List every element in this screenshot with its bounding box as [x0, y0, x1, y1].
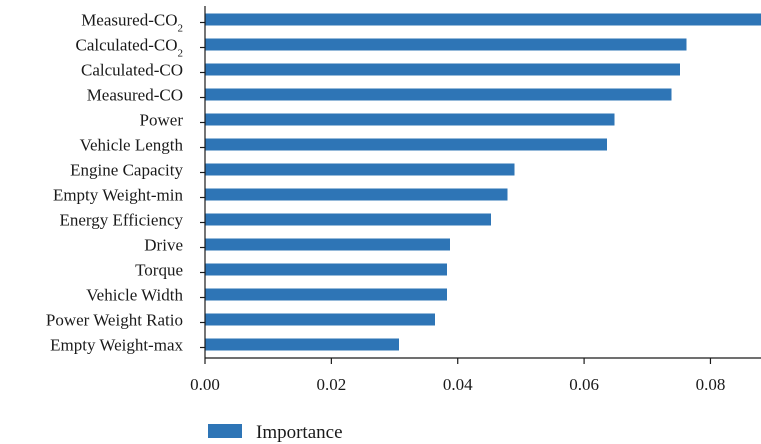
x-tick-label-1: 0.02 [316, 375, 346, 394]
category-label-1: Calculated-CO2 [76, 36, 183, 60]
bar-0 [205, 13, 761, 26]
bars-layer [205, 13, 761, 351]
bar-11 [205, 288, 447, 301]
legend-label-importance: Importance [256, 422, 343, 443]
legend: Importance [208, 422, 343, 443]
legend-swatch-importance [208, 424, 242, 438]
bar-4 [205, 113, 615, 126]
category-labels: Measured-CO2Calculated-CO2Calculated-COM… [46, 11, 184, 355]
category-label-main: Power Weight Ratio [46, 311, 183, 330]
category-label-main: Measured-CO [87, 86, 183, 105]
category-label-main: Vehicle Length [80, 136, 184, 155]
category-label-main: Drive [144, 236, 183, 255]
category-label-main: Empty Weight-max [50, 336, 183, 355]
category-label-main: Empty Weight-min [53, 186, 184, 205]
bar-6 [205, 163, 515, 176]
x-tick-label-2: 0.04 [443, 375, 473, 394]
category-label-3: Measured-CO [87, 86, 183, 105]
category-label-11: Vehicle Width [86, 286, 183, 305]
category-label-subscript: 2 [178, 23, 184, 35]
bar-7 [205, 188, 508, 201]
bar-13 [205, 338, 399, 351]
bar-9 [205, 238, 451, 251]
category-label-8: Energy Efficiency [59, 211, 183, 230]
category-label-main: Engine Capacity [70, 161, 183, 180]
category-label-10: Torque [135, 261, 183, 280]
x-tick-label-3: 0.06 [569, 375, 599, 394]
category-label-5: Vehicle Length [80, 136, 184, 155]
bar-3 [205, 88, 672, 101]
category-label-main: Vehicle Width [86, 286, 183, 305]
category-label-7: Empty Weight-min [53, 186, 184, 205]
category-label-6: Engine Capacity [70, 161, 183, 180]
bar-5 [205, 138, 607, 151]
bar-8 [205, 213, 492, 226]
category-label-4: Power [140, 111, 184, 130]
x-tick-label-4: 0.08 [696, 375, 726, 394]
category-label-2: Calculated-CO [81, 61, 183, 80]
category-label-main: Calculated-CO [81, 61, 183, 80]
category-label-0: Measured-CO2 [81, 11, 183, 35]
category-label-subscript: 2 [178, 48, 184, 60]
bar-12 [205, 313, 435, 326]
category-label-main: Power [140, 111, 184, 130]
axes: 0.00 0.02 0.04 0.06 0.08 [190, 6, 761, 394]
category-label-12: Power Weight Ratio [46, 311, 183, 330]
category-label-main: Calculated-CO [76, 36, 178, 55]
category-label-main: Energy Efficiency [59, 211, 183, 230]
x-tick-label-0: 0.00 [190, 375, 220, 394]
bar-2 [205, 63, 681, 76]
category-label-main: Measured-CO [81, 11, 177, 30]
bar-1 [205, 38, 687, 51]
category-label-13: Empty Weight-max [50, 336, 183, 355]
category-label-main: Torque [135, 261, 183, 280]
bar-10 [205, 263, 447, 276]
category-label-9: Drive [144, 236, 183, 255]
